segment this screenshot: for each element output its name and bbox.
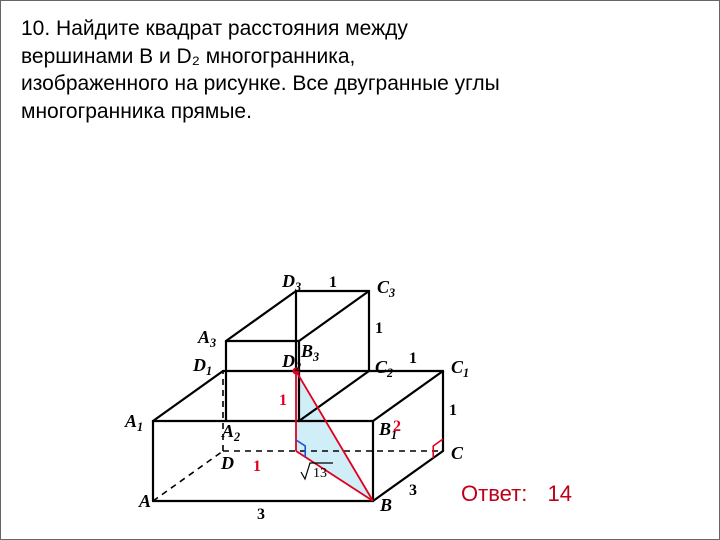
dimension-label: 1 [279,392,287,409]
dimension-label: 2 [393,418,401,435]
vertex-label: C3 [377,277,395,300]
vertex-label: C2 [375,357,393,380]
sqrt-value: 13 [313,466,327,481]
dimension-label: 1 [409,350,417,367]
edge-dashed [153,451,223,501]
edge [373,371,443,421]
answer-block: Ответ: 14 [461,481,572,507]
vertex-label: C [451,443,464,463]
dimension-label: 1 [375,320,383,337]
edge [299,291,369,341]
answer-label: Ответ: [461,481,527,506]
dimension-label: 1 [329,274,337,291]
edge [373,451,443,501]
vertex-label: D1 [192,355,212,378]
vertex-label: A2 [221,421,240,444]
vertex-label: A3 [197,327,216,350]
dimension-label: 1 [253,458,261,475]
vertex-label: B3 [300,341,319,364]
vertex-label: A [138,491,151,511]
vertex-label: D3 [281,271,301,294]
answer-value: 14 [547,481,571,506]
edge [153,371,223,421]
vertex-label: A1 [124,411,143,434]
dimension-label: 3 [409,482,417,499]
vertex-label: C1 [451,357,469,380]
vertex-label: B [379,495,392,515]
dimension-label: 1 [449,402,457,419]
edge [226,291,296,341]
geometry-diagram: ABCDA1B1C1D1A2C2D2A3B3C3D333111121113 [1,1,720,540]
vertex-label: D [220,453,234,473]
dimension-label: 3 [257,506,265,523]
